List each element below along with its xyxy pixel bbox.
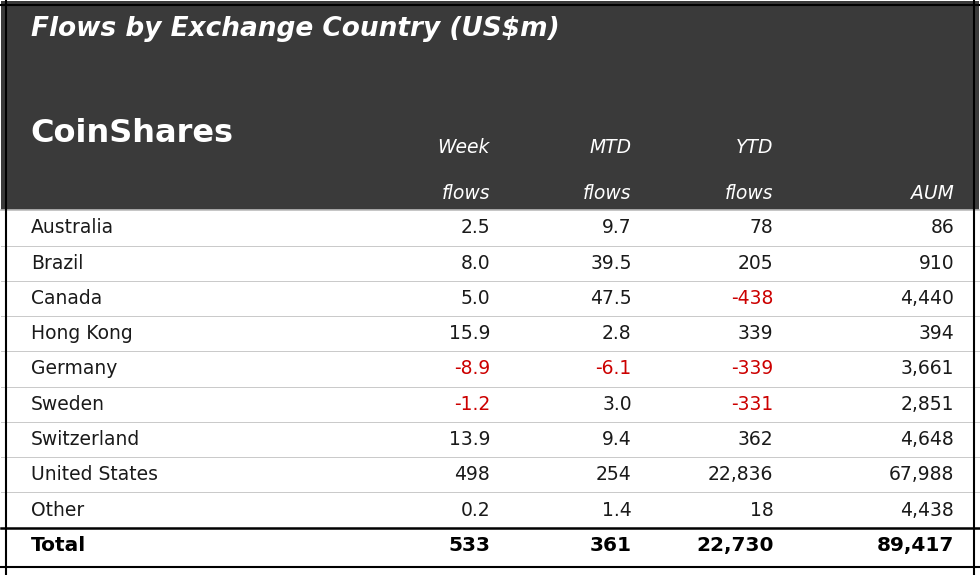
Text: Hong Kong: Hong Kong [30,324,132,343]
Text: flows: flows [442,183,490,202]
Text: 339: 339 [738,324,773,343]
Text: -331: -331 [731,395,773,414]
Text: Sweden: Sweden [30,395,105,414]
Text: -339: -339 [731,359,773,378]
Text: 910: 910 [918,254,955,273]
Text: Canada: Canada [30,289,102,308]
Text: 4,648: 4,648 [901,430,955,449]
Text: flows: flows [583,183,632,202]
Text: 8.0: 8.0 [461,254,490,273]
Text: 67,988: 67,988 [889,465,955,484]
Text: -8.9: -8.9 [454,359,490,378]
Text: 5.0: 5.0 [461,289,490,308]
Text: 47.5: 47.5 [590,289,632,308]
Text: AUM: AUM [911,183,955,202]
Text: 22,730: 22,730 [696,536,773,555]
Text: 2.5: 2.5 [461,218,490,237]
Text: 9.7: 9.7 [602,218,632,237]
Text: flows: flows [725,183,773,202]
Text: MTD: MTD [590,138,632,157]
Text: 362: 362 [738,430,773,449]
Text: Week: Week [438,138,490,157]
Text: -438: -438 [731,289,773,308]
Text: Switzerland: Switzerland [30,430,140,449]
Text: 2.8: 2.8 [602,324,632,343]
Text: 205: 205 [738,254,773,273]
Text: YTD: YTD [736,138,773,157]
Text: 498: 498 [455,465,490,484]
Text: 89,417: 89,417 [877,536,955,555]
Text: 2,851: 2,851 [901,395,955,414]
Text: 3.0: 3.0 [602,395,632,414]
Text: Germany: Germany [30,359,117,378]
Text: 9.4: 9.4 [602,430,632,449]
Text: Brazil: Brazil [30,254,83,273]
Text: Australia: Australia [30,218,114,237]
Text: 361: 361 [590,536,632,555]
Text: 3,661: 3,661 [901,359,955,378]
Text: 86: 86 [930,218,955,237]
Text: 394: 394 [918,324,955,343]
Text: Flows by Exchange Country (US$m): Flows by Exchange Country (US$m) [30,16,560,42]
Text: 78: 78 [750,218,773,237]
Text: 254: 254 [596,465,632,484]
Text: 39.5: 39.5 [590,254,632,273]
Text: -6.1: -6.1 [596,359,632,378]
Text: 22,836: 22,836 [708,465,773,484]
Text: 4,438: 4,438 [901,501,955,520]
Text: 1.4: 1.4 [602,501,632,520]
Text: Total: Total [30,536,86,555]
Text: 18: 18 [750,501,773,520]
Text: 533: 533 [448,536,490,555]
Text: United States: United States [30,465,158,484]
FancyBboxPatch shape [1,1,979,210]
Text: 13.9: 13.9 [449,430,490,449]
Text: 0.2: 0.2 [461,501,490,520]
Text: 4,440: 4,440 [901,289,955,308]
Text: -1.2: -1.2 [454,395,490,414]
Text: 15.9: 15.9 [449,324,490,343]
Text: Other: Other [30,501,84,520]
Text: CoinShares: CoinShares [30,117,233,148]
